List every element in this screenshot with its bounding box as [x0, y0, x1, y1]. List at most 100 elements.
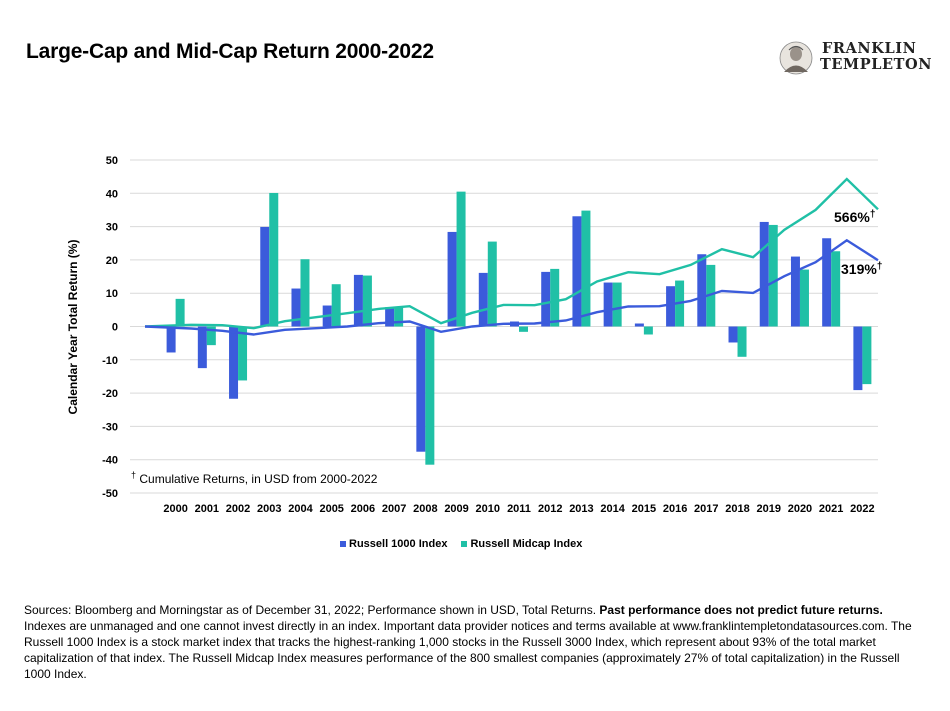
tick-labels: 50 40 30 2010 0 -10 -20 -30 -40 -50 2000 2001 2002 20…	[102, 155, 875, 515]
bar-russell-1000	[416, 326, 426, 452]
x-tick-label: 2014	[600, 503, 625, 515]
bar-russell-midcap	[425, 326, 435, 465]
bar-russell-1000	[790, 256, 800, 327]
bar-russell-midcap	[519, 326, 528, 332]
x-tick-label: 2016	[663, 503, 687, 515]
bar-russell-1000	[478, 272, 488, 327]
bar-russell-midcap	[269, 192, 279, 327]
footnote: Sources: Bloomberg and Morningstar as of…	[24, 602, 926, 682]
x-tick-label: 2008	[413, 503, 437, 515]
bar-russell-midcap	[362, 275, 372, 327]
bars	[166, 191, 872, 465]
bar-russell-1000	[728, 326, 738, 343]
bar-russell-1000	[634, 323, 644, 327]
bar-russell-midcap	[206, 326, 216, 346]
x-tick-label: 2005	[319, 503, 343, 515]
y-tick-label: -10	[102, 355, 118, 367]
x-tick-label: 2003	[257, 503, 281, 515]
bar-russell-midcap	[862, 326, 872, 385]
bar-russell-midcap	[331, 284, 341, 327]
bar-russell-midcap	[550, 268, 560, 327]
brand-line-2: TEMPLETON	[820, 56, 933, 73]
y-tick-label: 40	[106, 188, 118, 200]
bar-russell-1000	[385, 307, 395, 327]
y-tick-label: 50	[106, 155, 118, 167]
x-tick-label: 2001	[195, 503, 219, 515]
bar-russell-1000	[260, 226, 270, 327]
x-tick-label: 2011	[507, 503, 531, 515]
legend-swatch-russell-1000	[340, 541, 346, 547]
x-tick-label: 2019	[756, 503, 780, 515]
bar-russell-midcap	[394, 307, 404, 327]
chart-title: Large-Cap and Mid-Cap Return 2000-2022	[26, 40, 434, 63]
bar-russell-midcap	[238, 326, 248, 381]
line-russell-1000-cumulative	[144, 238, 879, 336]
footnote-disclaimer-bold: Past performance does not predict future…	[599, 603, 883, 617]
x-tick-label: 2004	[288, 503, 313, 515]
x-tick-label: 2012	[538, 503, 562, 515]
bar-russell-1000	[197, 326, 207, 369]
bar-russell-1000	[603, 282, 613, 327]
bar-russell-1000	[666, 286, 676, 327]
legend: Russell 1000 Index Russell Midcap Index	[340, 538, 582, 550]
bar-russell-midcap	[300, 259, 310, 327]
legend-label-russell-1000: Russell 1000 Index	[349, 538, 448, 550]
brand-line-1: FRANKLIN	[822, 40, 917, 57]
x-tick-label: 2020	[788, 503, 812, 515]
y-tick-label: -30	[102, 421, 118, 433]
bar-russell-1000	[572, 216, 582, 327]
y-tick-label: -50	[102, 488, 118, 500]
legend-item-russell-1000: Russell 1000 Index	[340, 538, 447, 550]
dagger-mark: †	[131, 470, 137, 480]
legend-swatch-russell-midcap	[461, 541, 468, 547]
bar-russell-midcap	[612, 282, 622, 327]
bar-russell-1000	[229, 326, 239, 399]
bar-russell-1000	[822, 238, 832, 327]
y-tick-label: -20	[102, 388, 118, 400]
bar-russell-midcap	[737, 326, 747, 357]
legend-item-russell-midcap: Russell Midcap Index	[461, 538, 582, 550]
x-tick-label: 2013	[569, 503, 593, 515]
y-tick-label: 20	[106, 255, 118, 267]
x-tick-label: 2015	[632, 503, 656, 515]
y-tick-label: 30	[106, 222, 118, 234]
x-tick-label: 2010	[476, 503, 500, 515]
bar-russell-midcap	[581, 210, 591, 327]
x-tick-label: 2021	[819, 503, 843, 515]
midcap-total-callout: 566%†	[834, 209, 875, 225]
x-tick-label: 2022	[850, 503, 874, 515]
bar-russell-1000	[759, 221, 769, 327]
bar-russell-midcap	[799, 269, 809, 327]
bar-russell-midcap	[768, 224, 778, 327]
x-tick-label: 2007	[382, 503, 406, 515]
x-tick-label: 2000	[163, 503, 187, 515]
bar-russell-1000	[291, 288, 301, 327]
y-tick-label: -40	[102, 455, 118, 467]
brand-wordmark: FRANKLIN TEMPLETON	[820, 41, 932, 73]
footnote-sources: Sources: Bloomberg and Morningstar as of…	[24, 603, 597, 617]
bar-russell-midcap	[487, 241, 497, 327]
x-tick-label: 2009	[444, 503, 468, 515]
gridlines	[130, 159, 878, 494]
bar-russell-1000	[166, 326, 176, 353]
line-russell-midcap-cumulative	[144, 177, 879, 330]
bar-russell-1000	[697, 254, 707, 327]
cumulative-lines	[144, 177, 879, 336]
legend-label-russell-midcap: Russell Midcap Index	[470, 538, 583, 550]
bar-russell-midcap	[456, 191, 466, 327]
franklin-templeton-logo: FRANKLIN TEMPLETON	[778, 41, 938, 77]
bar-russell-midcap	[831, 251, 841, 327]
x-tick-label: 2002	[226, 503, 250, 515]
largecap-total-callout: 319%†	[841, 261, 882, 277]
x-tick-label: 2006	[351, 503, 375, 515]
bar-russell-1000	[541, 271, 551, 327]
bar-russell-1000	[853, 326, 863, 391]
y-tick-label: 0	[112, 322, 118, 334]
bar-russell-midcap	[643, 326, 653, 335]
x-tick-label: 2018	[725, 503, 749, 515]
y-axis-label: Calendar Year Total Return (%)	[66, 240, 80, 415]
footnote-body: Indexes are unmanaged and one cannot inv…	[24, 619, 912, 681]
bar-russell-midcap	[175, 298, 185, 327]
cumulative-note: † Cumulative Returns, in USD from 2000-2…	[131, 470, 377, 486]
